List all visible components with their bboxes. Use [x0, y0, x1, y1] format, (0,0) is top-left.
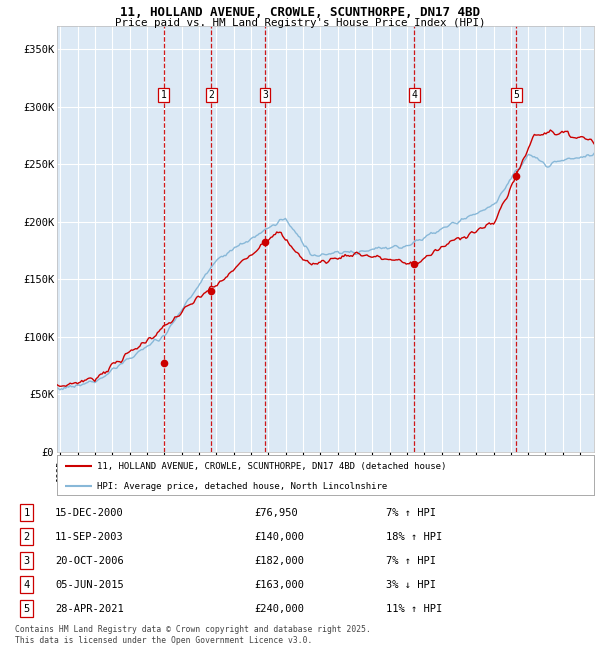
Text: 18% ↑ HPI: 18% ↑ HPI	[386, 532, 443, 541]
Text: 7% ↑ HPI: 7% ↑ HPI	[386, 508, 436, 517]
Text: 11, HOLLAND AVENUE, CROWLE, SCUNTHORPE, DN17 4BD: 11, HOLLAND AVENUE, CROWLE, SCUNTHORPE, …	[120, 6, 480, 20]
Text: 20-OCT-2006: 20-OCT-2006	[55, 556, 124, 566]
Text: 2: 2	[208, 90, 214, 100]
Text: 28-APR-2021: 28-APR-2021	[55, 604, 124, 614]
Text: 2: 2	[23, 532, 29, 541]
Text: 15-DEC-2000: 15-DEC-2000	[55, 508, 124, 517]
Text: 5: 5	[514, 90, 520, 100]
Text: 4: 4	[23, 580, 29, 590]
Text: 1: 1	[161, 90, 167, 100]
Text: £182,000: £182,000	[254, 556, 304, 566]
Text: 1: 1	[23, 508, 29, 517]
Text: 3: 3	[262, 90, 268, 100]
Text: 5: 5	[23, 604, 29, 614]
Text: £163,000: £163,000	[254, 580, 304, 590]
Text: HPI: Average price, detached house, North Lincolnshire: HPI: Average price, detached house, Nort…	[97, 482, 388, 491]
Text: Contains HM Land Registry data © Crown copyright and database right 2025.
This d: Contains HM Land Registry data © Crown c…	[15, 625, 371, 645]
Text: 11, HOLLAND AVENUE, CROWLE, SCUNTHORPE, DN17 4BD (detached house): 11, HOLLAND AVENUE, CROWLE, SCUNTHORPE, …	[97, 462, 446, 471]
Text: £140,000: £140,000	[254, 532, 304, 541]
Text: 3% ↓ HPI: 3% ↓ HPI	[386, 580, 436, 590]
Text: £76,950: £76,950	[254, 508, 298, 517]
Text: 11% ↑ HPI: 11% ↑ HPI	[386, 604, 443, 614]
Text: 7% ↑ HPI: 7% ↑ HPI	[386, 556, 436, 566]
Text: 4: 4	[412, 90, 418, 100]
Text: 3: 3	[23, 556, 29, 566]
Text: 11-SEP-2003: 11-SEP-2003	[55, 532, 124, 541]
Text: £240,000: £240,000	[254, 604, 304, 614]
Text: Price paid vs. HM Land Registry's House Price Index (HPI): Price paid vs. HM Land Registry's House …	[115, 18, 485, 28]
Text: 05-JUN-2015: 05-JUN-2015	[55, 580, 124, 590]
